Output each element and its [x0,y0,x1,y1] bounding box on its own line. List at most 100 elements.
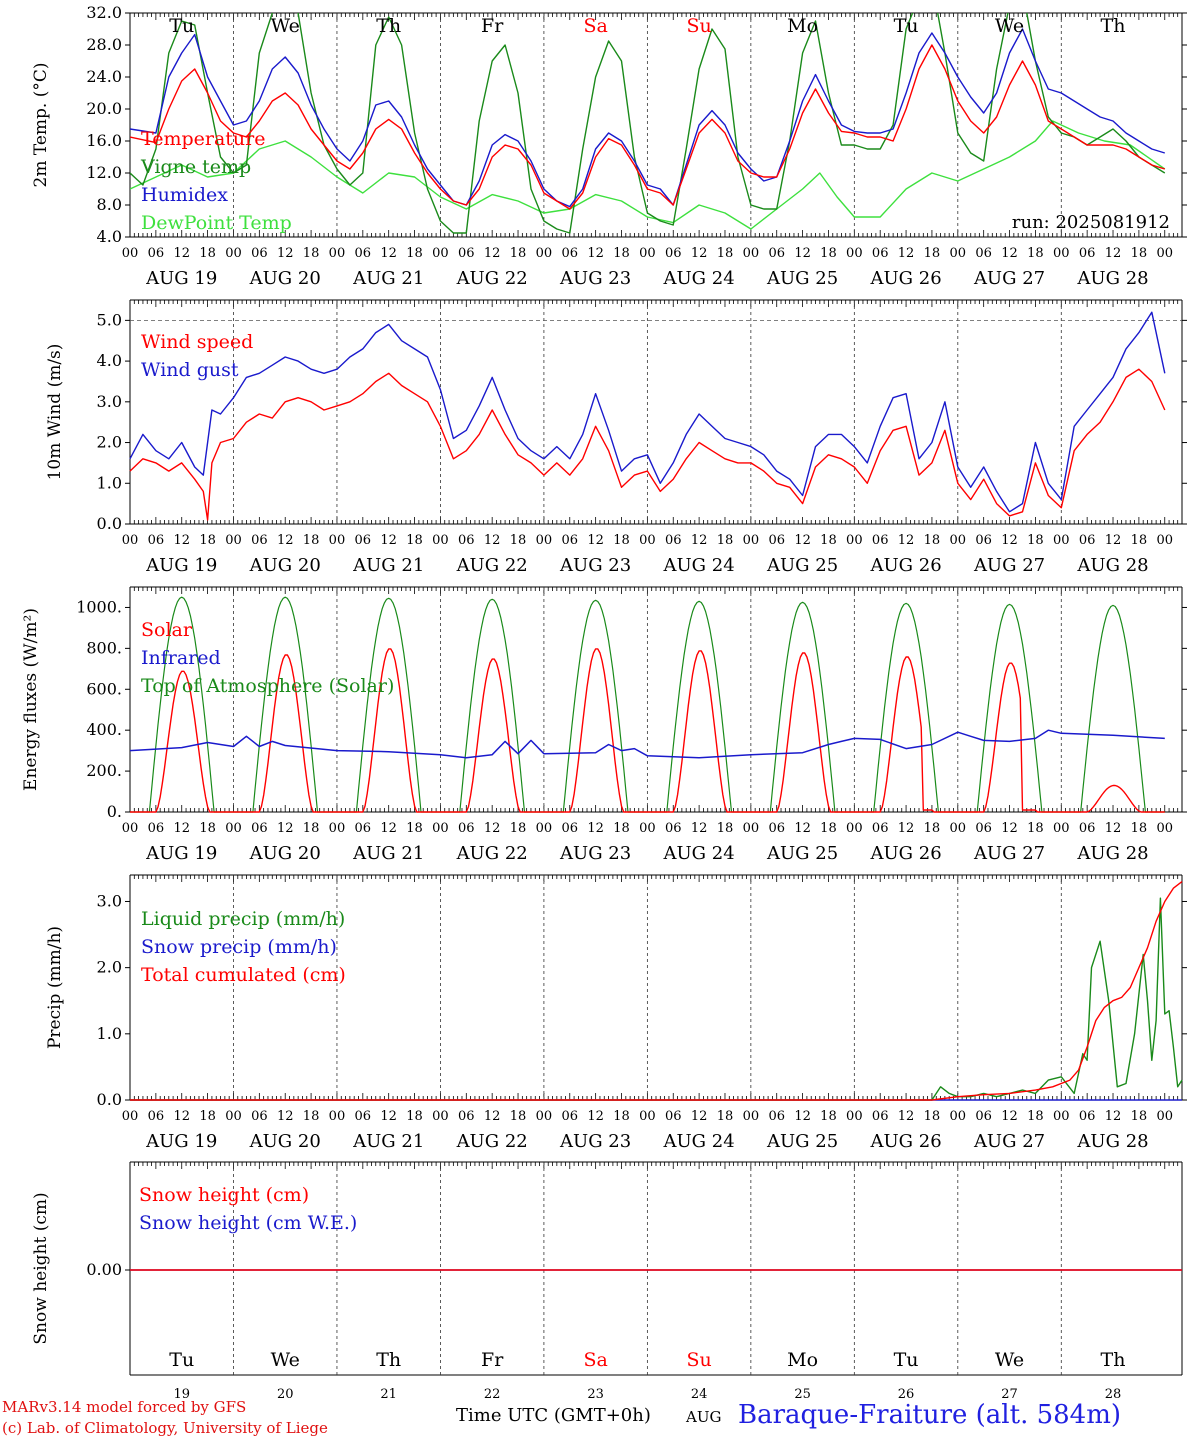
hour-tick-label: 06 [975,533,992,548]
weekday-label: Tu [894,15,919,37]
hour-tick-label: 12 [277,821,294,836]
hour-tick-label: 12 [380,533,397,548]
hour-tick-label: 12 [587,246,604,261]
hour-tick-label: 06 [872,246,889,261]
hour-tick-label: 18 [510,533,527,548]
hour-tick-label: 00 [950,533,967,548]
hour-tick-label: 06 [561,1109,578,1124]
hour-tick-label: 06 [251,246,268,261]
y-tick-label: 4.0 [97,227,122,246]
date-label: AUG 27 [973,555,1045,576]
run-label: run: 2025081912 [1012,212,1170,233]
y-axis-title: Precip (mm/h) [45,926,65,1049]
y-tick-label: 1.0 [97,473,122,492]
hour-tick-label: 12 [1001,821,1018,836]
legend-entry: Wind gust [141,359,239,381]
hour-tick-label: 00 [846,1109,863,1124]
hour-tick-label: 00 [432,246,449,261]
hour-tick-label: 12 [1105,821,1122,836]
hour-tick-label: 18 [199,821,216,836]
hour-tick-label: 06 [148,246,165,261]
model-credit: MARv3.14 model forced by GFS [2,1398,247,1416]
hour-tick-label: 00 [1156,533,1173,548]
y-tick-label: 600. [86,679,122,698]
hour-tick-label: 06 [148,1109,165,1124]
hour-tick-label: 00 [536,1109,553,1124]
weekday-label: Mo [787,1349,818,1371]
hour-tick-label: 00 [536,246,553,261]
hour-tick-label: 12 [484,821,501,836]
date-label: AUG 28 [1076,268,1148,289]
hour-tick-label: 00 [225,246,242,261]
series-line-temperature [130,44,1166,210]
hour-tick-label: 00 [225,821,242,836]
y-tick-label: 200. [86,761,122,780]
hour-tick-label: 12 [898,1109,915,1124]
hour-tick-label: 12 [691,821,708,836]
hour-tick-label: 06 [561,533,578,548]
y-axis-title: 2m Temp. (°C) [31,62,51,187]
legend-entry: Temperature [141,128,265,150]
hour-tick-label: 18 [1027,246,1044,261]
y-tick-label: 0.0 [97,1090,122,1109]
weekday-label: We [271,15,300,37]
hour-tick-label: 00 [225,1109,242,1124]
hour-tick-label: 18 [199,246,216,261]
date-label: AUG 26 [869,843,941,864]
weekday-label: Su [686,1349,711,1371]
hour-tick-label: 00 [743,246,760,261]
day-number-label: 28 [1105,1387,1122,1402]
weekday-label: Sa [583,1349,607,1371]
date-label: AUG 26 [869,1131,941,1152]
hour-tick-label: 00 [639,821,656,836]
hour-tick-label: 00 [329,821,346,836]
weekday-label: Tu [894,1349,919,1371]
legend-entry: Humidex [141,184,228,206]
hour-tick-label: 18 [1131,246,1148,261]
hour-tick-label: 18 [613,533,630,548]
hour-tick-label: 00 [1053,246,1070,261]
weekday-label: Fr [481,15,504,37]
hour-tick-label: 18 [406,246,423,261]
y-tick-label: 800. [86,638,122,657]
y-tick-label: 0.00 [86,1260,122,1279]
hour-tick-label: 00 [743,1109,760,1124]
hour-tick-label: 06 [251,1109,268,1124]
hour-tick-label: 06 [872,1109,889,1124]
weekday-label: Th [376,1349,401,1371]
date-label: AUG 24 [663,843,735,864]
hour-tick-label: 18 [199,533,216,548]
hour-tick-label: 18 [717,1109,734,1124]
hour-tick-label: 06 [458,533,475,548]
hour-tick-label: 18 [406,821,423,836]
y-tick-label: 3.0 [97,891,122,910]
hour-tick-label: 12 [277,246,294,261]
hour-tick-label: 18 [820,1109,837,1124]
day-number-label: 20 [277,1387,294,1402]
hour-tick-label: 00 [329,1109,346,1124]
date-label: AUG 21 [352,843,424,864]
day-number-label: 26 [898,1387,915,1402]
date-label: AUG 25 [766,555,838,576]
hour-tick-label: 00 [432,533,449,548]
hour-tick-label: 00 [329,246,346,261]
series-line-dewpoint-temp [130,120,1166,230]
y-tick-label: 32.0 [86,3,122,22]
hour-tick-label: 00 [639,1109,656,1124]
date-label: AUG 25 [766,843,838,864]
hour-tick-label: 12 [691,1109,708,1124]
hour-tick-label: 06 [148,533,165,548]
panel-4: 00 06 12 18 AUG 19 00 06 12 18 AUG 20 00 06 12 18 AUG … [45,874,1187,1152]
weekday-label: Su [686,15,711,37]
hour-tick-label: 18 [717,533,734,548]
hour-tick-label: 00 [536,533,553,548]
hour-tick-label: 00 [846,821,863,836]
hour-tick-label: 06 [355,246,372,261]
hour-tick-label: 06 [665,533,682,548]
hour-tick-label: 06 [975,821,992,836]
hour-tick-label: 06 [665,246,682,261]
hour-tick-label: 00 [846,533,863,548]
legend-entry: Liquid precip (mm/h) [141,908,345,930]
legend-entry: Vigne temp [140,156,251,178]
